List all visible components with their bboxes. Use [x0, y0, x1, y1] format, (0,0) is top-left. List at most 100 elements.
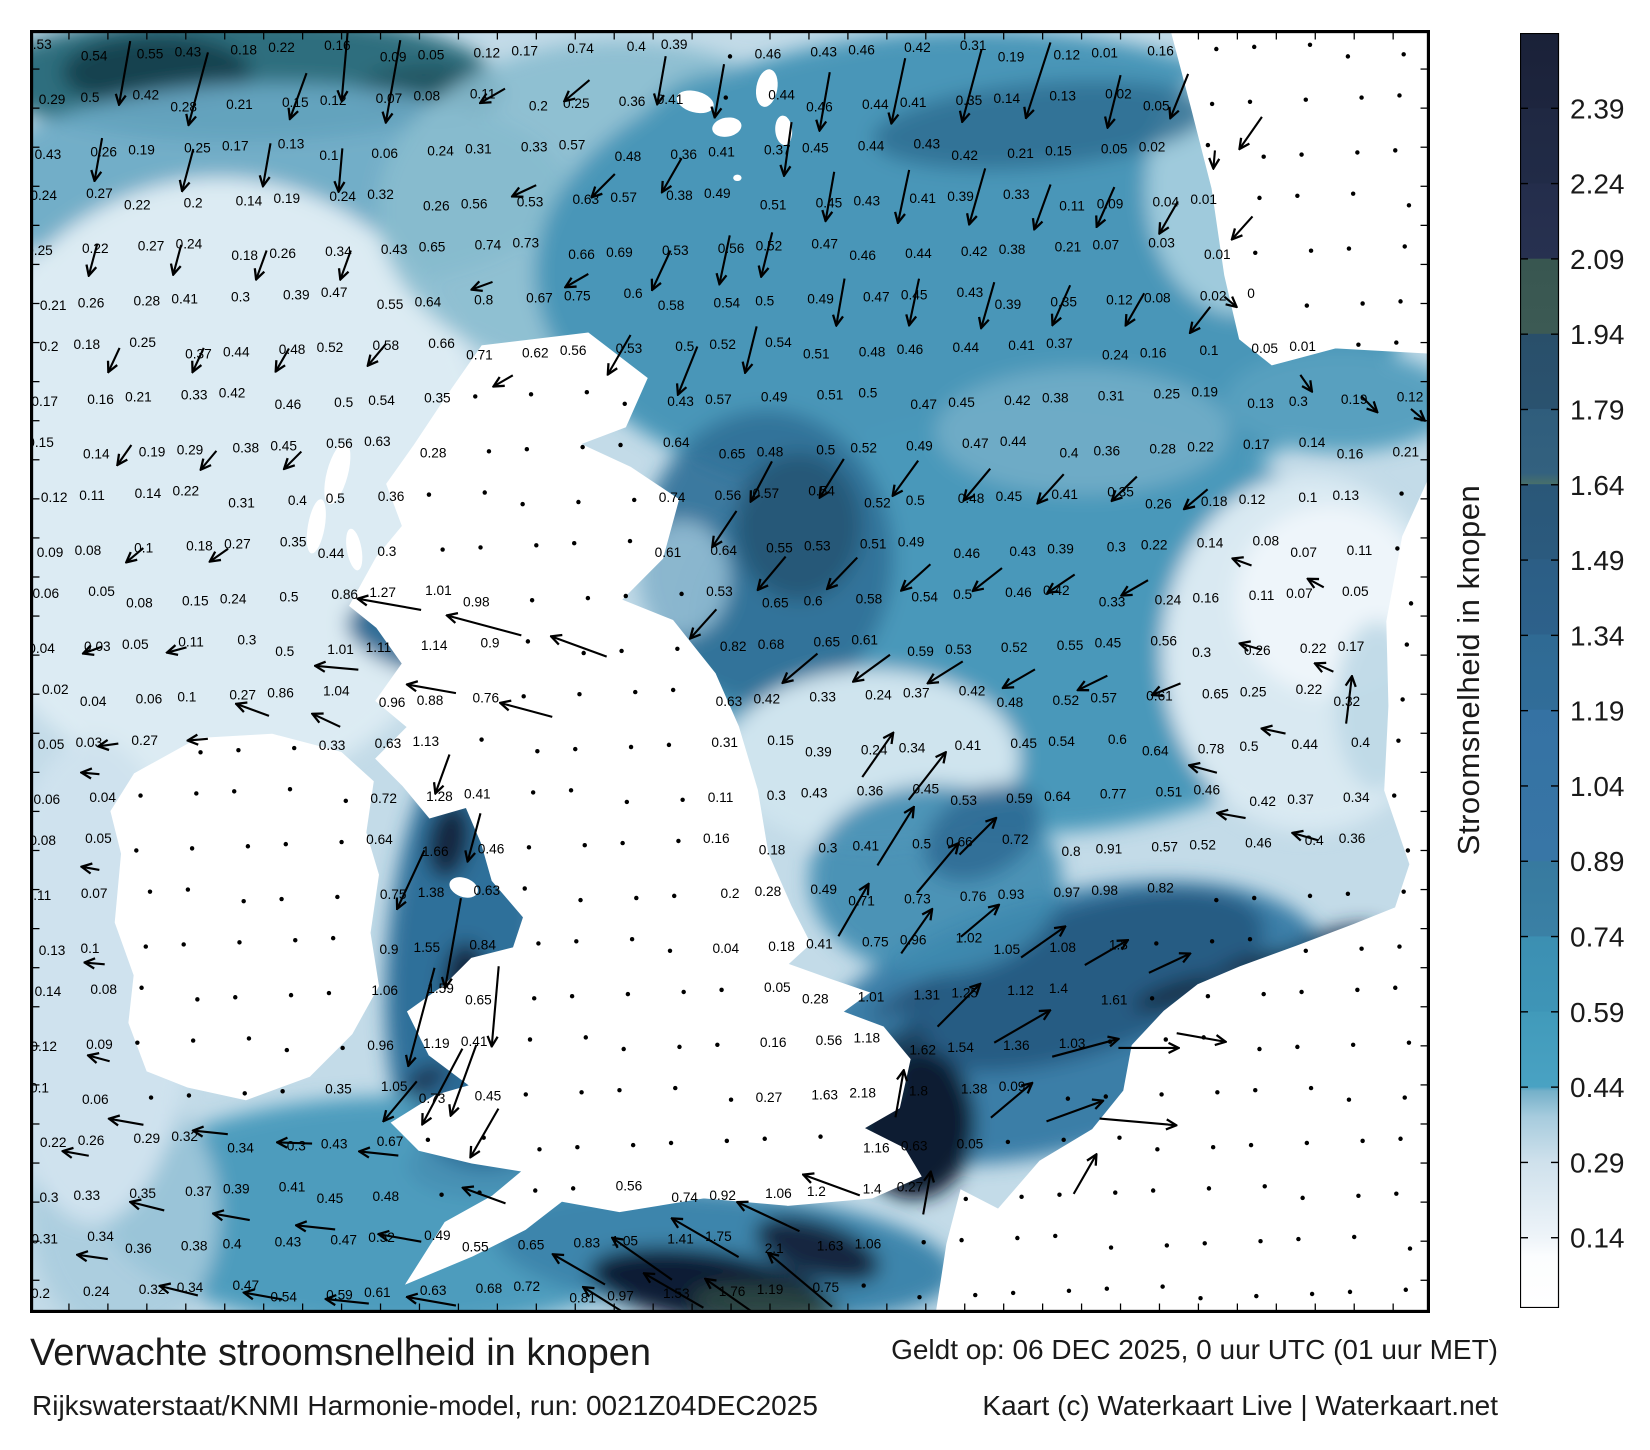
- speed-label: 0.43: [810, 44, 837, 59]
- speed-label: 0.54: [81, 49, 108, 64]
- speed-label: 0.52: [368, 1230, 395, 1245]
- speed-label: 0.03: [1148, 236, 1175, 251]
- speed-label: 0.49: [761, 390, 788, 405]
- current-arrow: [1004, 668, 1036, 687]
- grid-dot: [523, 1092, 528, 1097]
- speed-label: 0.5: [1239, 739, 1258, 754]
- speed-label: 0.42: [1004, 393, 1031, 408]
- grid-dot: [537, 1147, 542, 1152]
- current-arrow: [1113, 475, 1138, 500]
- speed-label: 0.27: [756, 1090, 783, 1105]
- speed-label: 0.1: [319, 148, 338, 163]
- speed-label: 1.16: [863, 1140, 890, 1155]
- speed-label: 0.36: [857, 784, 884, 799]
- speed-label: 0.08: [1144, 290, 1171, 305]
- current-patch: [872, 80, 1209, 170]
- speed-label: 0.76: [472, 691, 499, 706]
- speed-label: 0.96: [900, 932, 927, 947]
- current-arrow: [369, 342, 387, 365]
- speed-label: 0.3: [287, 1138, 306, 1153]
- speed-label: 0.02: [1139, 139, 1166, 154]
- grid-dot: [1400, 697, 1405, 702]
- speed-label: 0.73: [419, 1091, 446, 1106]
- speed-label: 0.55: [766, 541, 793, 556]
- speed-label: 0.28: [134, 294, 161, 309]
- grid-dot: [617, 1087, 622, 1093]
- current-arrow: [1240, 116, 1263, 148]
- speed-label: 1.01: [425, 583, 452, 598]
- speed-label: 0.35: [956, 93, 983, 108]
- speed-label: 0.15: [767, 733, 794, 748]
- speed-label: 0.48: [615, 149, 642, 164]
- speed-label: 0.09: [37, 545, 64, 560]
- grid-dot: [535, 749, 540, 754]
- speed-label: 0.45: [1095, 636, 1122, 651]
- speed-label: 0.08: [30, 833, 56, 848]
- grid-dot: [529, 598, 535, 603]
- current-arrow: [89, 1056, 110, 1061]
- grid-dot: [1010, 1290, 1016, 1296]
- grid-dot: [1398, 299, 1403, 304]
- grid-dot: [1345, 891, 1351, 896]
- current-arrow: [161, 1286, 199, 1297]
- speed-label: 0.5: [858, 385, 877, 400]
- speed-label: 0.19: [998, 50, 1025, 65]
- speed-label: 0.57: [1090, 691, 1117, 706]
- speed-label: 0.65: [465, 993, 492, 1008]
- speed-label: 0.36: [670, 147, 697, 162]
- current-arrow: [1171, 73, 1190, 117]
- grid-dot: [287, 787, 293, 792]
- speed-label: 0.39: [283, 287, 310, 302]
- island: [775, 115, 793, 146]
- speed-label: 1.12: [1007, 983, 1034, 998]
- speed-label: 0.41: [708, 145, 735, 160]
- current-arrow: [657, 56, 667, 103]
- speed-label: 0.59: [907, 644, 934, 659]
- current-arrow: [386, 39, 402, 121]
- speed-label: 0.63: [716, 694, 743, 709]
- grid-dot: [668, 1140, 674, 1146]
- speed-label: 0.56: [1150, 634, 1177, 649]
- speed-label: 0.11: [1059, 199, 1085, 214]
- current-arrow: [408, 685, 457, 695]
- speed-label: 0.77: [1100, 787, 1127, 802]
- current-arrow: [1020, 927, 1064, 959]
- speed-label: 0.07: [1290, 545, 1317, 560]
- speed-label: 0.22: [124, 197, 151, 212]
- speed-label: 0.04: [30, 641, 55, 656]
- speed-label: 0.47: [321, 285, 348, 300]
- grid-dot: [1309, 1291, 1315, 1297]
- speed-label: 0.68: [476, 1281, 503, 1296]
- speed-label: 0.28: [1149, 441, 1176, 456]
- speed-label: 0.22: [1300, 641, 1327, 656]
- speed-label: 0.55: [462, 1240, 489, 1255]
- speed-label: 0.75: [862, 935, 889, 950]
- speed-label: 1.63: [811, 1088, 838, 1103]
- grid-dot: [288, 992, 294, 998]
- speed-label: 0.25: [1154, 387, 1181, 402]
- speed-label: 0.19: [274, 191, 301, 206]
- speed-label: 0.49: [898, 534, 925, 549]
- speed-label: 0.46: [1005, 585, 1032, 600]
- grid-dot: [1299, 989, 1304, 995]
- speed-label: 0.53: [950, 793, 977, 808]
- speed-label: 0.41: [657, 92, 684, 107]
- speed-label: 0.24: [865, 687, 892, 702]
- speed-label: 0.42: [219, 385, 246, 400]
- current-arrow: [361, 1152, 399, 1156]
- grid-dot: [1247, 99, 1253, 105]
- speed-label: 0.31: [960, 38, 987, 53]
- colorbar-tick-label: 0.89: [1570, 846, 1625, 877]
- speed-label: 0.17: [222, 138, 249, 153]
- speed-label: 0.47: [910, 397, 937, 412]
- speed-label: 0.75: [564, 288, 591, 303]
- speed-label: 0.14: [83, 447, 110, 462]
- speed-label: 0.41: [955, 738, 982, 753]
- speed-label: 0.05: [1143, 98, 1170, 113]
- grid-dot: [1065, 1096, 1071, 1101]
- grid-dot: [676, 838, 681, 844]
- speed-label: 0.25: [563, 96, 590, 111]
- current-patch: [900, 888, 1265, 1072]
- speed-label: 0.14: [994, 91, 1021, 106]
- speed-label: 1.75: [705, 1229, 732, 1244]
